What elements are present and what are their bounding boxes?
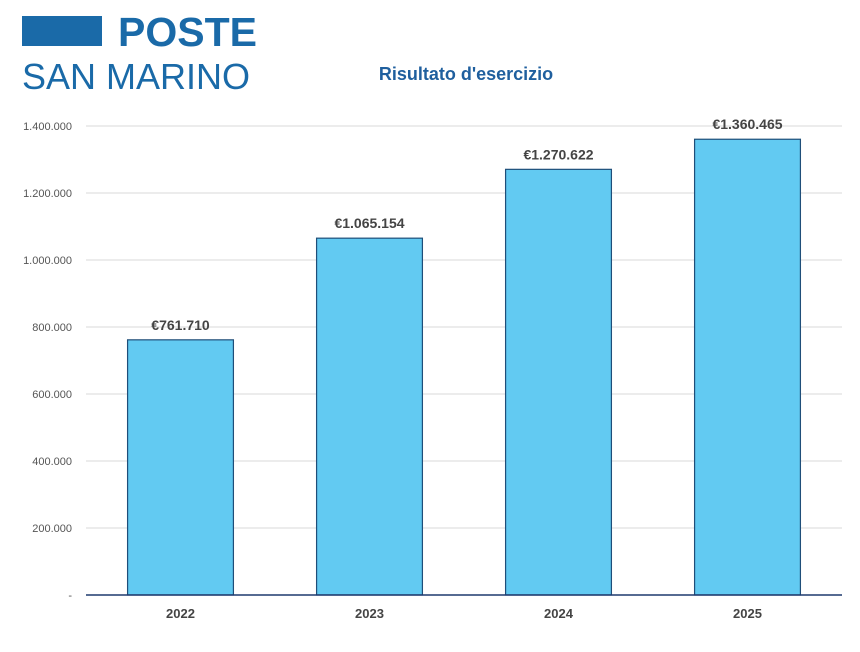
x-tick-label-2024: 2024: [544, 606, 574, 621]
bar-2024: [504, 168, 613, 596]
y-tick-label: 1.200.000: [23, 188, 72, 200]
logo-text-san-marino: SAN MARINO: [22, 56, 250, 96]
poste-san-marino-logo: POSTE SAN MARINO: [22, 10, 257, 96]
y-tick-label: -: [68, 590, 72, 602]
data-label-2022: €761.710: [151, 317, 210, 333]
y-tick-label: 1.400.000: [23, 121, 72, 133]
x-axis-ticks: 2022 2023 2024 2025: [166, 606, 762, 621]
y-axis-ticks: - 200.000 400.000 600.000 800.000 1.000.000 1.…: [23, 121, 72, 602]
bars: [126, 138, 802, 596]
data-label-2023: €1.065.154: [334, 215, 404, 231]
y-tick-label: 400.000: [32, 456, 72, 468]
y-tick-label: 1.000.000: [23, 255, 72, 267]
data-label-2025: €1.360.465: [712, 116, 782, 132]
y-tick-label: 200.000: [32, 523, 72, 535]
chart-title: Risultato d'esercizio: [379, 64, 553, 84]
data-labels: €761.710 €1.065.154 €1.270.622 €1.360.465: [151, 116, 782, 333]
x-tick-label-2023: 2023: [355, 606, 384, 621]
y-tick-label: 600.000: [32, 389, 72, 401]
data-label-2024: €1.270.622: [523, 146, 593, 162]
logo-bar-icon: [22, 16, 102, 46]
bar-2023: [315, 237, 424, 596]
logo-text-poste: POSTE: [118, 10, 257, 55]
bar-2025: [693, 138, 802, 596]
y-tick-label: 800.000: [32, 322, 72, 334]
x-tick-label-2022: 2022: [166, 606, 195, 621]
x-tick-label-2025: 2025: [733, 606, 762, 621]
bar-2022: [126, 339, 235, 596]
